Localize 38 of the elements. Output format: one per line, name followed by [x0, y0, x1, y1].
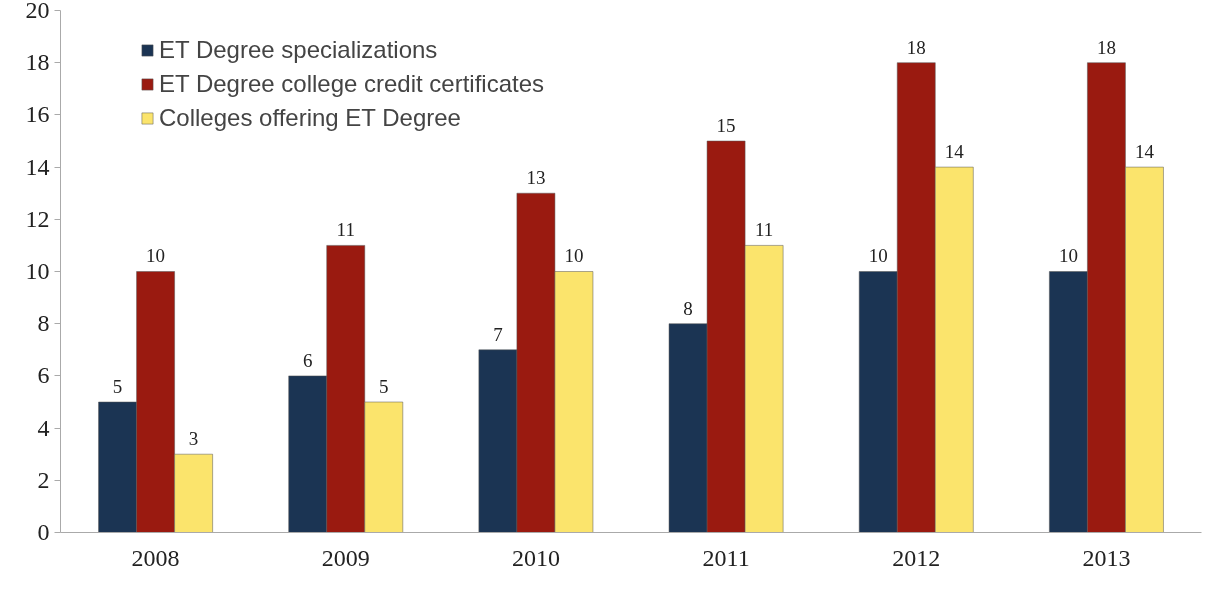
y-tick-label: 10 — [25, 258, 50, 284]
data-label: 10 — [564, 245, 584, 267]
data-label: 5 — [379, 375, 389, 397]
data-label: 7 — [493, 323, 503, 345]
legend-label: ET Degree specializations — [159, 36, 438, 64]
data-label: 18 — [906, 36, 926, 58]
y-tick-label: 6 — [37, 362, 50, 389]
data-label: 5 — [112, 375, 123, 397]
y-tick-label: 14 — [25, 153, 50, 180]
data-label: 11 — [336, 219, 355, 241]
data-label: 15 — [716, 114, 736, 136]
x-tick-label: 2009 — [321, 544, 370, 571]
x-tick-label: 2013 — [1082, 544, 1131, 571]
data-label: 6 — [302, 349, 313, 371]
data-label: 14 — [1134, 140, 1155, 162]
y-tick-label: 18 — [25, 49, 50, 76]
x-tick-label: 2010 — [511, 544, 560, 571]
x-tick-label: 2008 — [131, 544, 180, 571]
y-tick-label: 2 — [37, 466, 50, 493]
data-label: 14 — [944, 140, 965, 162]
data-label: 10 — [146, 245, 166, 267]
data-label: 3 — [188, 428, 199, 450]
legend-label: Colleges offering ET Degree — [159, 104, 461, 132]
x-tick-label: 2012 — [892, 544, 941, 571]
legend-label: ET Degree college credit certificates — [159, 70, 545, 98]
y-tick-label: 16 — [25, 101, 50, 128]
y-tick-label: 0 — [37, 519, 50, 545]
data-label: 13 — [526, 167, 546, 189]
y-tick-label: 4 — [37, 414, 50, 441]
data-label: 8 — [683, 297, 693, 319]
y-tick-label: 12 — [25, 205, 50, 232]
data-label: 11 — [754, 219, 774, 241]
data-label: 10 — [868, 245, 888, 267]
x-tick-label: 2011 — [702, 544, 750, 571]
y-tick-label: 20 — [25, 0, 50, 23]
data-label: 10 — [1058, 245, 1078, 267]
y-tick-label: 8 — [37, 310, 50, 337]
data-label: 18 — [1096, 36, 1116, 58]
